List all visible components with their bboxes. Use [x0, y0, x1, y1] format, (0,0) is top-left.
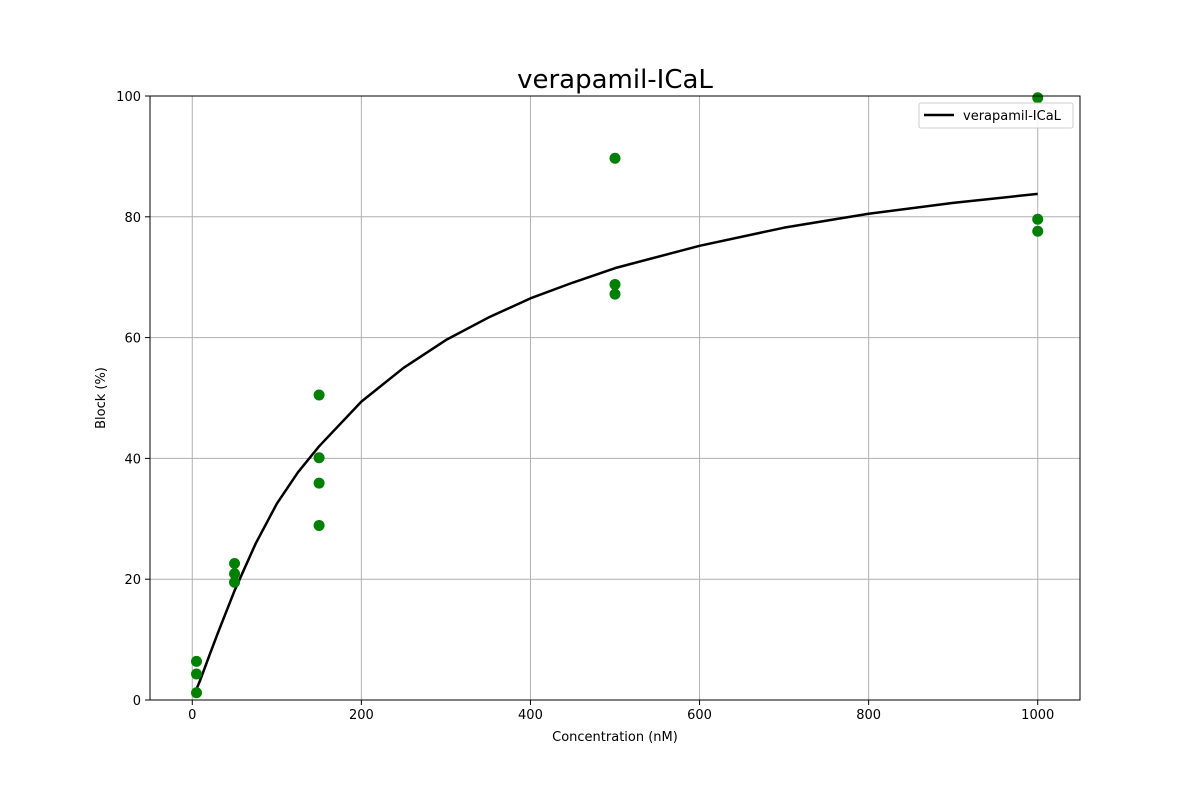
x-axis-ticks: 0 200 400 600 800 1000 — [188, 700, 1054, 723]
series-layer — [195, 192, 1038, 690]
data-point — [609, 278, 621, 290]
data-point — [191, 655, 202, 667]
legend-entry-label: verapamil-ICaL — [963, 109, 1062, 124]
y-axis-ticks: 0 20 40 60 80 100 — [116, 90, 150, 709]
data-point — [1032, 225, 1044, 237]
grid-lines — [150, 95, 1080, 701]
x-tick-label: 400 — [518, 708, 543, 723]
x-tick-label: 200 — [349, 708, 374, 723]
y-tick-label: 0 — [133, 694, 141, 709]
data-point — [313, 477, 325, 489]
x-axis-label: Concentration (nM) — [552, 730, 678, 745]
y-tick-label: 60 — [124, 332, 141, 347]
y-tick-label: 100 — [116, 90, 141, 105]
legend: verapamil-ICaL — [918, 102, 1074, 129]
x-tick-label: 600 — [687, 708, 712, 723]
plot-frame — [149, 95, 1081, 701]
data-points — [191, 92, 1044, 699]
data-point — [609, 288, 621, 300]
plot-area — [150, 96, 1080, 700]
data-point — [191, 687, 202, 699]
data-point — [313, 519, 325, 531]
data-point — [313, 452, 325, 464]
data-point — [229, 557, 241, 569]
data-point — [229, 576, 241, 588]
legend-box — [918, 102, 1074, 129]
y-tick-label: 20 — [124, 573, 141, 588]
y-tick-label: 40 — [124, 452, 141, 467]
fit-curve-line — [195, 192, 1038, 690]
y-tick-label: 80 — [124, 211, 141, 226]
data-point — [191, 668, 202, 680]
data-point — [1032, 92, 1044, 104]
data-point — [1032, 213, 1044, 225]
data-point — [609, 152, 621, 164]
x-tick-label: 1000 — [1021, 708, 1054, 723]
data-point — [229, 568, 241, 580]
x-tick-label: 0 — [188, 708, 196, 723]
x-tick-label: 800 — [856, 708, 881, 723]
y-axis-label: Block (%) — [94, 367, 109, 429]
data-point — [313, 389, 325, 401]
chart-title: verapamil-ICaL — [517, 65, 713, 95]
